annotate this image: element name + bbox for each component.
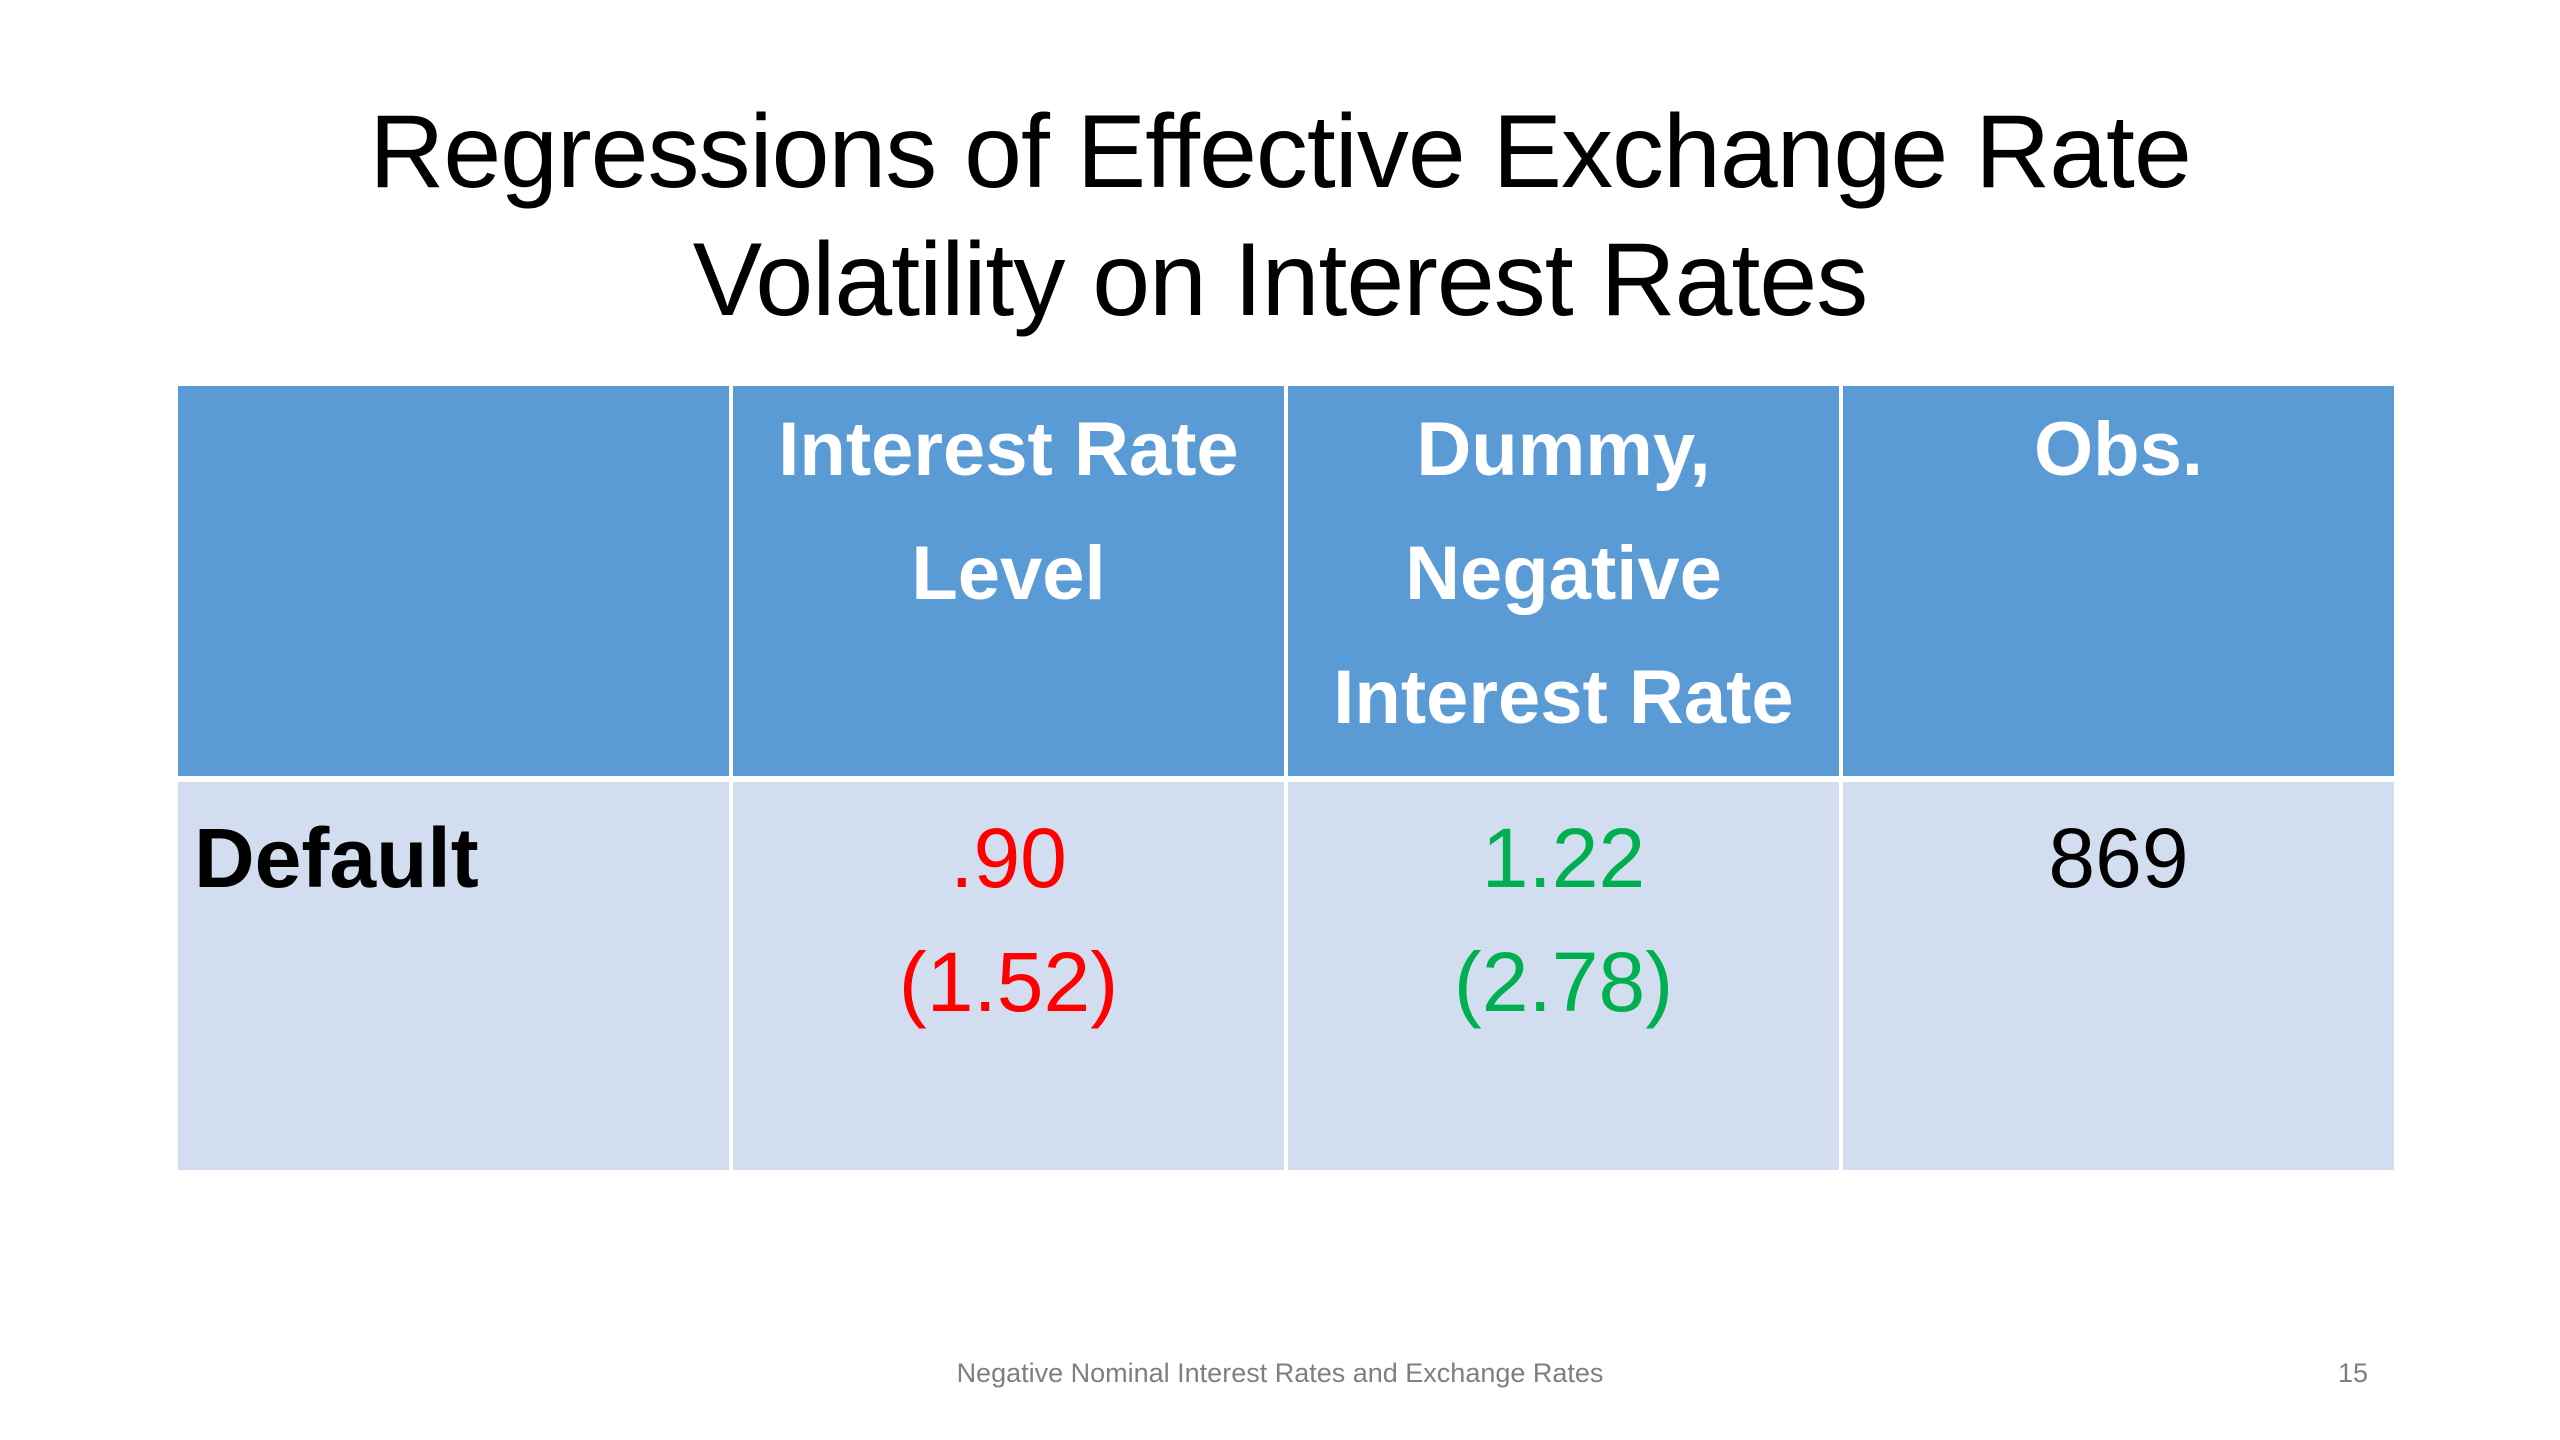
header-dummy-line1: Dummy, — [1416, 407, 1711, 492]
header-interest-rate-level-line2: Level — [911, 531, 1106, 616]
tstat-interest-rate-level: (1.52) — [898, 935, 1119, 1029]
slide-title: Regressions of Effective Exchange Rate V… — [0, 88, 2560, 344]
cell-interest-rate-level: .90 (1.52) — [733, 782, 1284, 1170]
tstat-dummy-negative-rate: (2.78) — [1453, 935, 1674, 1029]
header-cell-empty — [178, 386, 729, 776]
slide-footer: Negative Nominal Interest Rates and Exch… — [956, 1358, 1604, 1388]
header-obs-label: Obs. — [2034, 407, 2203, 492]
title-line-2: Volatility on Interest Rates — [692, 222, 1868, 338]
header-dummy-line2: Negative — [1405, 531, 1722, 616]
row-label-default: Default — [178, 782, 729, 1170]
header-dummy-negative-rate: Dummy, Negative Interest Rate — [1288, 386, 1839, 776]
default-label: Default — [194, 811, 479, 905]
header-interest-rate-level: Interest Rate Level — [733, 386, 1284, 776]
cell-dummy-negative-rate: 1.22 (2.78) — [1288, 782, 1839, 1170]
regression-table: Interest Rate Level Dummy, Negative Inte… — [178, 386, 2394, 1170]
coef-dummy-negative-rate: 1.22 — [1481, 811, 1646, 905]
header-interest-rate-level-line1: Interest Rate — [778, 407, 1239, 492]
cell-obs: 869 — [1843, 782, 2394, 1170]
header-dummy-line3: Interest Rate — [1333, 655, 1794, 740]
title-line-1: Regressions of Effective Exchange Rate — [369, 94, 2192, 210]
header-obs: Obs. — [1843, 386, 2394, 776]
page-number: 15 — [2337, 1358, 2368, 1388]
coef-interest-rate-level: .90 — [950, 811, 1067, 905]
obs-value: 869 — [2048, 811, 2189, 905]
